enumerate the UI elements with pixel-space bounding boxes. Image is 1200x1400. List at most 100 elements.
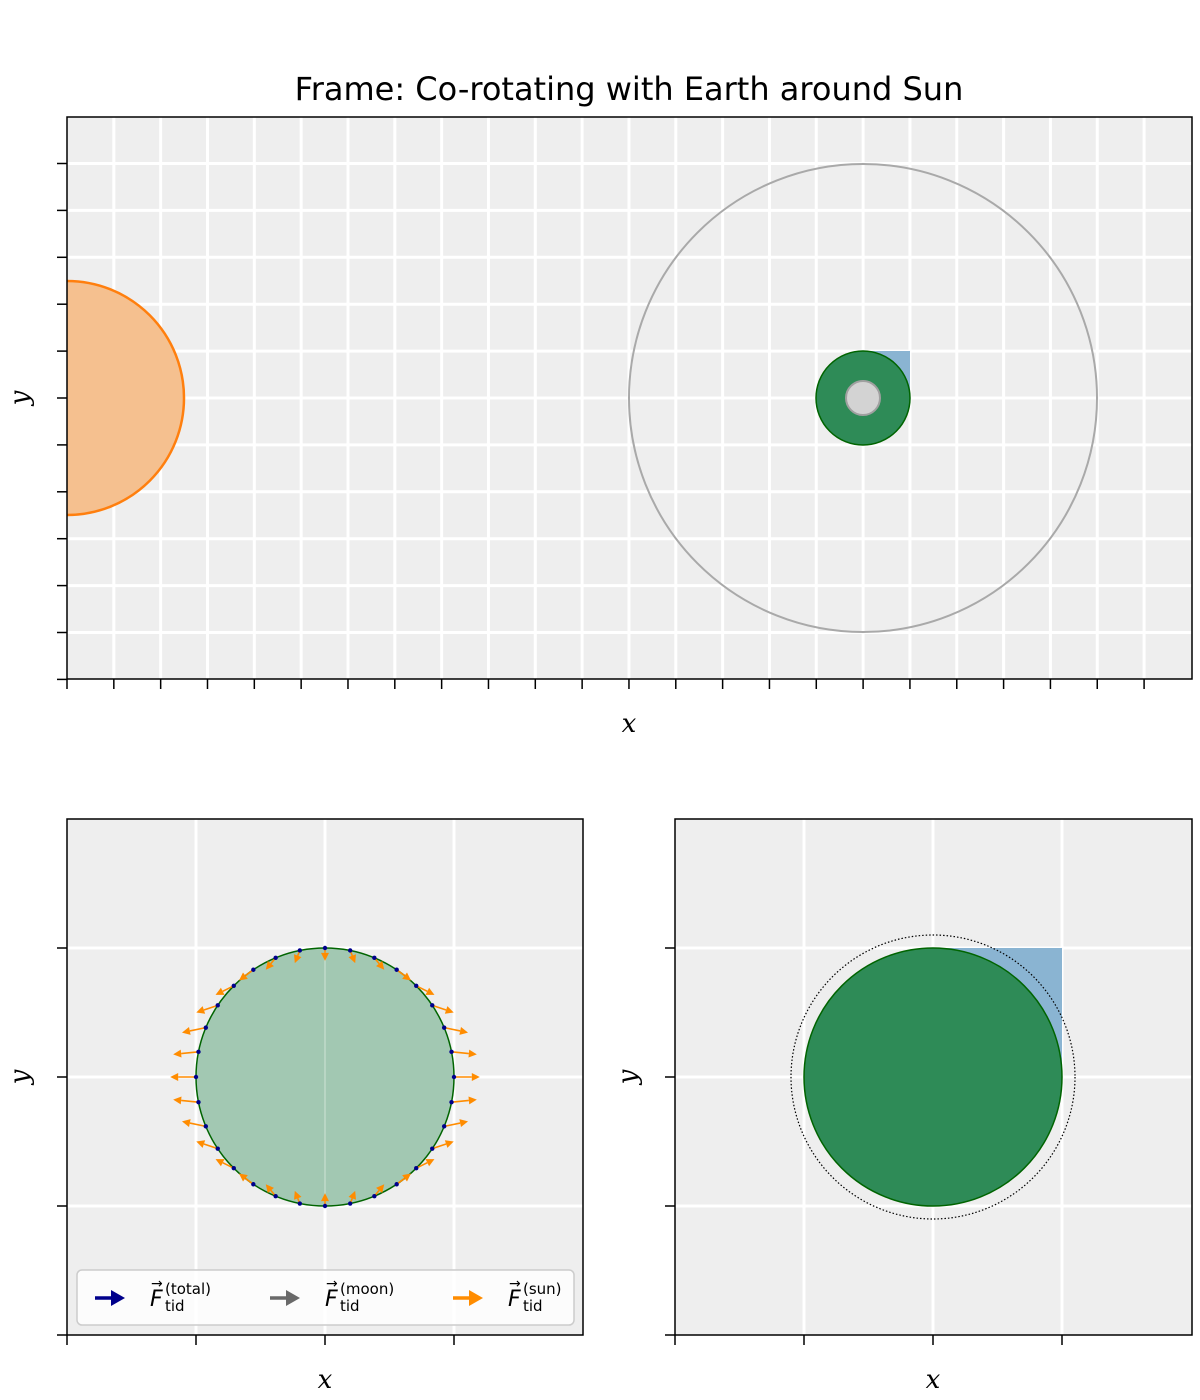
legend-entry: →F tid(moon)	[270, 1276, 394, 1315]
surface-point	[430, 1003, 435, 1008]
sun-tidal-arrowhead	[265, 961, 274, 970]
surface-point	[203, 1025, 209, 1030]
sun-tidal-arrow	[444, 1122, 461, 1128]
sun-tidal-arrow	[181, 1099, 199, 1103]
sun-tidal-arrowhead	[459, 1027, 469, 1035]
sun-tidal-arrow	[203, 1004, 218, 1011]
sun-tidal-arrow	[432, 1004, 447, 1011]
sun-tidal-arrowhead	[444, 1140, 454, 1148]
sun-tidal-arrow	[189, 1026, 206, 1032]
sun-tidal-arrowhead	[238, 972, 248, 981]
sun-tidal-arrowhead	[215, 987, 225, 995]
legend-superscript: (total)	[165, 1280, 211, 1298]
sun-tidal-arrowhead	[196, 1140, 206, 1148]
figure-title: Frame: Co-rotating with Earth around Sun	[295, 70, 964, 108]
surface-point	[441, 1124, 447, 1129]
surface-point	[193, 1074, 199, 1080]
surface-point	[251, 967, 256, 972]
sun-tidal-arrow	[444, 1026, 461, 1032]
tidal-force-arrows	[170, 945, 480, 1209]
legend-arrow-head	[286, 1290, 300, 1306]
sun-tidal-arrowhead	[468, 1096, 477, 1105]
surface-point	[414, 983, 419, 988]
sun-tidal-arrowhead	[196, 1006, 206, 1014]
legend-symbol: F	[150, 1287, 163, 1312]
vector-arrow-glyph: →	[509, 1276, 521, 1292]
sun-tidal-arrowhead	[459, 1119, 469, 1127]
surface-point	[273, 955, 278, 961]
legend-symbol: F	[325, 1287, 338, 1312]
surface-point	[251, 1182, 256, 1187]
surface-point	[449, 1049, 454, 1055]
surface-point	[196, 1099, 201, 1105]
surface-point	[231, 983, 236, 988]
sun-tidal-arrowhead	[215, 1159, 225, 1167]
sun-tidal-arrowhead	[321, 952, 329, 961]
sun-tidal-arrowhead	[173, 1096, 182, 1105]
moon	[845, 380, 881, 416]
surface-point	[297, 1201, 303, 1206]
surface-point	[203, 1124, 209, 1129]
sun-tidal-arrowhead	[425, 987, 435, 995]
bottom-left-ticks	[57, 947, 455, 1345]
surface-point	[414, 1166, 419, 1171]
sun-tidal-arrowhead	[181, 1027, 191, 1035]
surface-point	[347, 1201, 353, 1206]
surface-point	[394, 967, 399, 972]
surface-point	[322, 945, 328, 951]
surface-point	[441, 1025, 447, 1030]
sun-tidal-arrow	[189, 1122, 206, 1128]
legend-arrow-head	[469, 1290, 483, 1306]
sun-tidal-arrow	[203, 1143, 218, 1150]
legend: →F tid(total) →F tid(moon) →F tid(sun)	[76, 1269, 575, 1326]
surface-point	[231, 1166, 236, 1171]
bottom-right-ticks	[665, 947, 1063, 1345]
sun-tidal-arrowhead	[294, 1190, 302, 1200]
sun-tidal-arrow	[451, 1099, 469, 1103]
sun-tidal-arrowhead	[468, 1049, 477, 1058]
bottom-left-ylabel: y	[5, 1069, 35, 1085]
legend-box	[76, 1269, 575, 1326]
legend-subscript: tid	[340, 1297, 360, 1315]
top-ticks	[57, 162, 1145, 689]
surface-point	[394, 1182, 399, 1187]
sun-tidal-arrow	[181, 1051, 199, 1055]
sun-tidal-arrowhead	[444, 1006, 454, 1014]
sun	[67, 279, 186, 517]
legend-superscript: (moon)	[340, 1280, 394, 1298]
legend-subscript: tid	[165, 1297, 185, 1315]
sun-tidal-arrowhead	[348, 1190, 356, 1200]
legend-entry: →F tid(sun)	[453, 1276, 562, 1315]
sun-tidal-arrowhead	[402, 1173, 412, 1182]
top-xlabel: x	[622, 709, 637, 739]
sun-tidal-arrowhead	[402, 972, 412, 981]
legend-arrow-head	[111, 1290, 125, 1306]
surface-point	[273, 1193, 278, 1199]
sun-tidal-arrowhead	[265, 1184, 274, 1193]
top-ylabel: y	[5, 390, 35, 406]
surface-point	[449, 1099, 454, 1105]
sun-tidal-arrowhead	[170, 1073, 179, 1081]
sun-tidal-arrowhead	[238, 1173, 248, 1182]
sun-tidal-arrow	[451, 1051, 469, 1055]
surface-point	[372, 955, 377, 961]
surface-point	[297, 948, 303, 953]
sun-tidal-arrowhead	[348, 954, 356, 964]
sun-tidal-arrowhead	[321, 1193, 329, 1202]
legend-entry: →F tid(total)	[95, 1276, 211, 1315]
surface-point	[322, 1203, 328, 1209]
tidal-bulge-outline	[790, 934, 1076, 1220]
sun-tidal-arrowhead	[181, 1119, 191, 1127]
moon-orbit	[628, 163, 1098, 633]
bottom-right-panel: x y	[613, 818, 1193, 1395]
legend-symbol: F	[508, 1287, 521, 1312]
top-panel: x y	[5, 116, 1193, 739]
sun-tidal-arrowhead	[425, 1159, 435, 1167]
surface-point	[215, 1146, 220, 1151]
sun-tidal-arrowhead	[294, 954, 302, 964]
sun-tidal-arrowhead	[376, 1184, 385, 1193]
vector-arrow-glyph: →	[326, 1276, 338, 1292]
vector-arrow-glyph: →	[151, 1276, 163, 1292]
bottom-left-panel: x y →F tid(total) →F tid(moon) →F tid(sun)	[5, 818, 584, 1395]
